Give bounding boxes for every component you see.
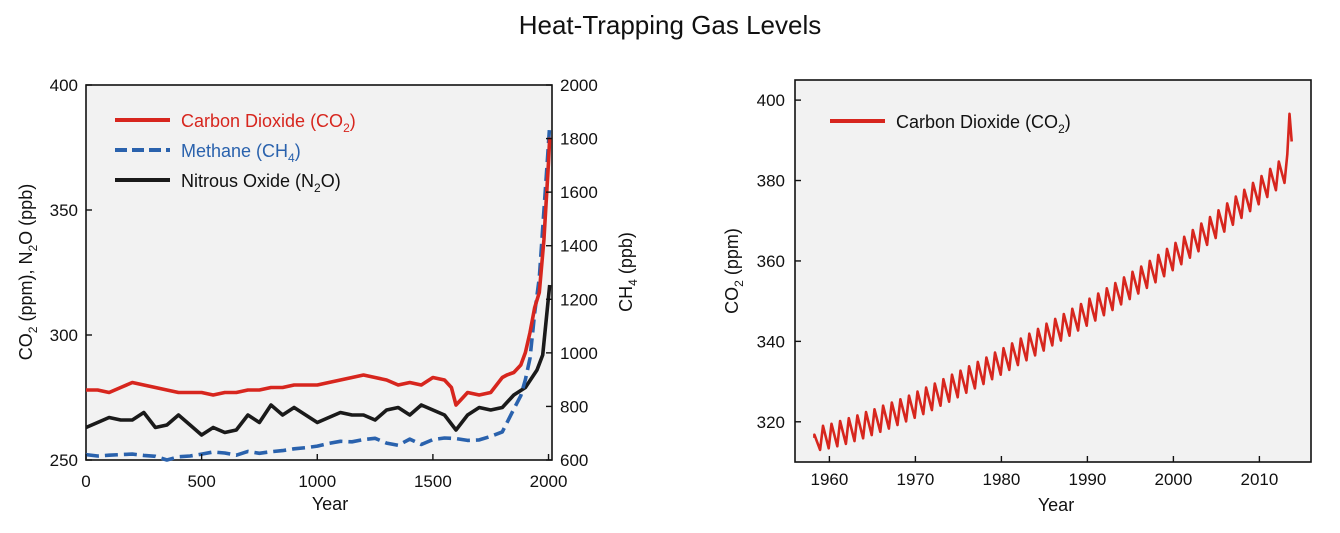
y-right-tick-label: 1800 [560,130,598,149]
left-legend: Carbon Dioxide (CO2) Methane (CH4) Nitro… [115,111,356,195]
left-ticks-group: 0 500 1000 1500 2000 250 300 350 400 600 800 1000 12… [50,76,598,491]
legend-label-n2o: Nitrous Oxide (N2O) [181,171,341,195]
series-line-n2o [85,284,552,437]
page-title: Heat-Trapping Gas Levels [518,10,822,40]
x-tick-label: 500 [187,472,215,491]
y-right-tick-label: 2000 [560,76,598,95]
legend-label-co2-right: Carbon Dioxide (CO2) [896,112,1071,136]
y-left-tick-label: 350 [50,201,78,220]
x-tick-label: 1990 [1068,470,1106,489]
series-line-ch4 [85,125,552,462]
legend-label-ch4: Methane (CH4) [181,141,301,165]
left-x-axis-title: Year [312,494,348,514]
y-tick-label: 400 [757,91,785,110]
series-line-co2-monthly [813,112,1293,452]
legend-label-co2: Carbon Dioxide (CO2) [181,111,356,135]
right-ticks-group: 1960 1970 1980 1990 2000 2010 320 340 360 380 400 [757,91,1279,489]
y-left-tick-label: 400 [50,76,78,95]
right-chart-y-axis-title: CO2 (ppm) [722,228,746,314]
y-right-tick-label: 1600 [560,183,598,202]
plot-area-right [794,79,1312,463]
right-chart-x-axis-title: Year [1038,495,1074,515]
series-line-co2 [86,137,552,407]
y-tick-label: 340 [757,332,785,351]
right-legend: Carbon Dioxide (CO2) [830,112,1071,136]
x-tick-label: 2000 [530,472,568,491]
y-tick-label: 360 [757,252,785,271]
x-tick-label: 1960 [810,470,848,489]
x-tick-label: 1500 [414,472,452,491]
x-tick-label: 1000 [298,472,336,491]
y-right-tick-label: 1000 [560,344,598,363]
x-tick-label: 2000 [1154,470,1192,489]
y-left-tick-label: 250 [50,451,78,470]
y-right-tick-label: 600 [560,451,588,470]
y-tick-label: 380 [757,172,785,191]
left-series-group [85,125,552,462]
chart-right: 1960 1970 1980 1990 2000 2010320340360380400 … [722,79,1312,515]
y-right-tick-label: 1400 [560,237,598,256]
x-tick-label: 1980 [982,470,1020,489]
chart-left: 0 500 1000 1500 2000 250 300 350 400 600 800 1000 12… [16,76,640,514]
x-tick-label: 2010 [1240,470,1278,489]
left-y-axis-title: CO2 (ppm), N2O (ppb) [16,184,40,360]
right-series-group [813,112,1293,452]
y-right-tick-label: 1200 [560,290,598,309]
right-y-axis-title: CH4 (ppb) [616,232,640,312]
y-right-tick-label: 800 [560,397,588,416]
x-tick-label: 1970 [896,470,934,489]
plot-area-left [85,84,553,461]
y-left-tick-label: 300 [50,326,78,345]
x-tick-label: 0 [81,472,90,491]
y-tick-label: 320 [757,413,785,432]
